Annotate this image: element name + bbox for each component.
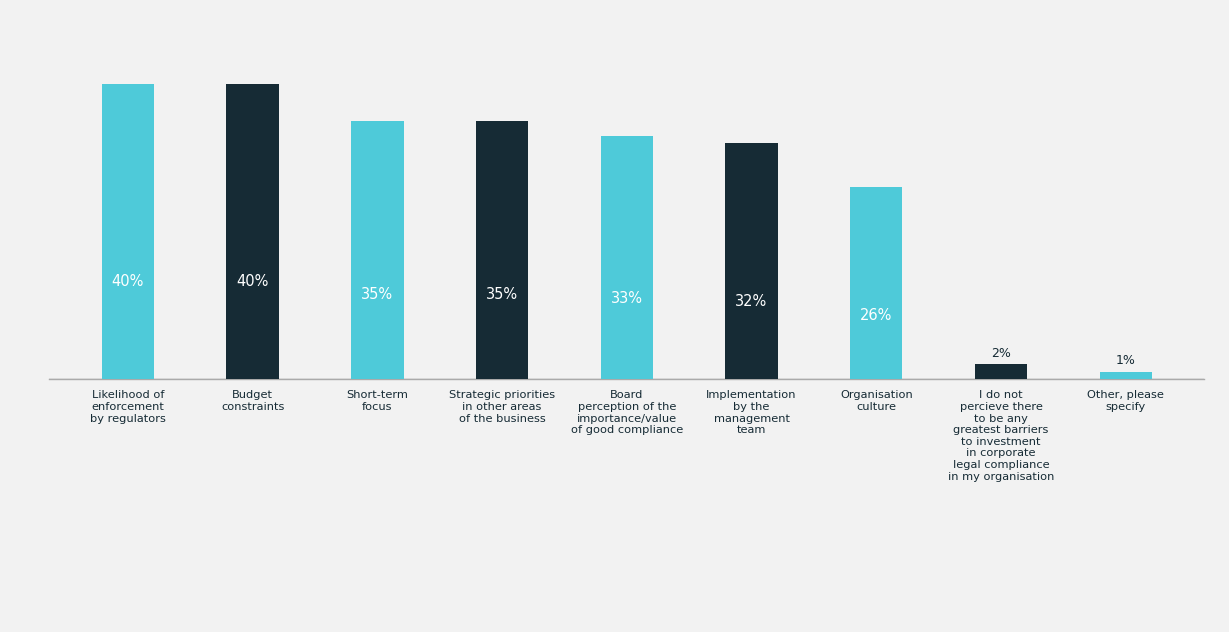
Text: 40%: 40%: [112, 274, 144, 289]
Bar: [351, 121, 403, 379]
Bar: [1100, 372, 1152, 379]
Text: 40%: 40%: [236, 274, 269, 289]
Text: 33%: 33%: [611, 291, 643, 307]
Bar: [102, 84, 154, 379]
Bar: [476, 121, 528, 379]
Text: 26%: 26%: [860, 308, 892, 324]
Text: 2%: 2%: [991, 347, 1011, 360]
Bar: [725, 143, 778, 379]
Bar: [226, 84, 279, 379]
Bar: [850, 188, 902, 379]
Text: 35%: 35%: [361, 286, 393, 301]
Text: 1%: 1%: [1116, 355, 1136, 367]
Text: 35%: 35%: [485, 286, 519, 301]
Bar: [975, 365, 1027, 379]
Bar: [601, 136, 653, 379]
Text: 32%: 32%: [735, 294, 768, 309]
